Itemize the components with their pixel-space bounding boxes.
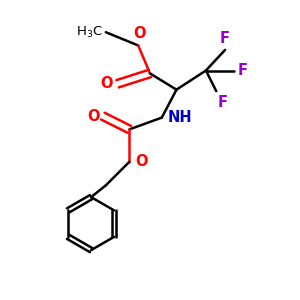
Text: NH: NH <box>168 110 192 125</box>
Text: $\mathregular{H_3C}$: $\mathregular{H_3C}$ <box>76 25 103 40</box>
Text: F: F <box>220 32 230 46</box>
Text: F: F <box>238 63 248 78</box>
Text: O: O <box>101 76 113 91</box>
Text: O: O <box>134 26 146 41</box>
Text: F: F <box>218 94 228 110</box>
Text: O: O <box>135 154 148 169</box>
Text: O: O <box>87 109 99 124</box>
